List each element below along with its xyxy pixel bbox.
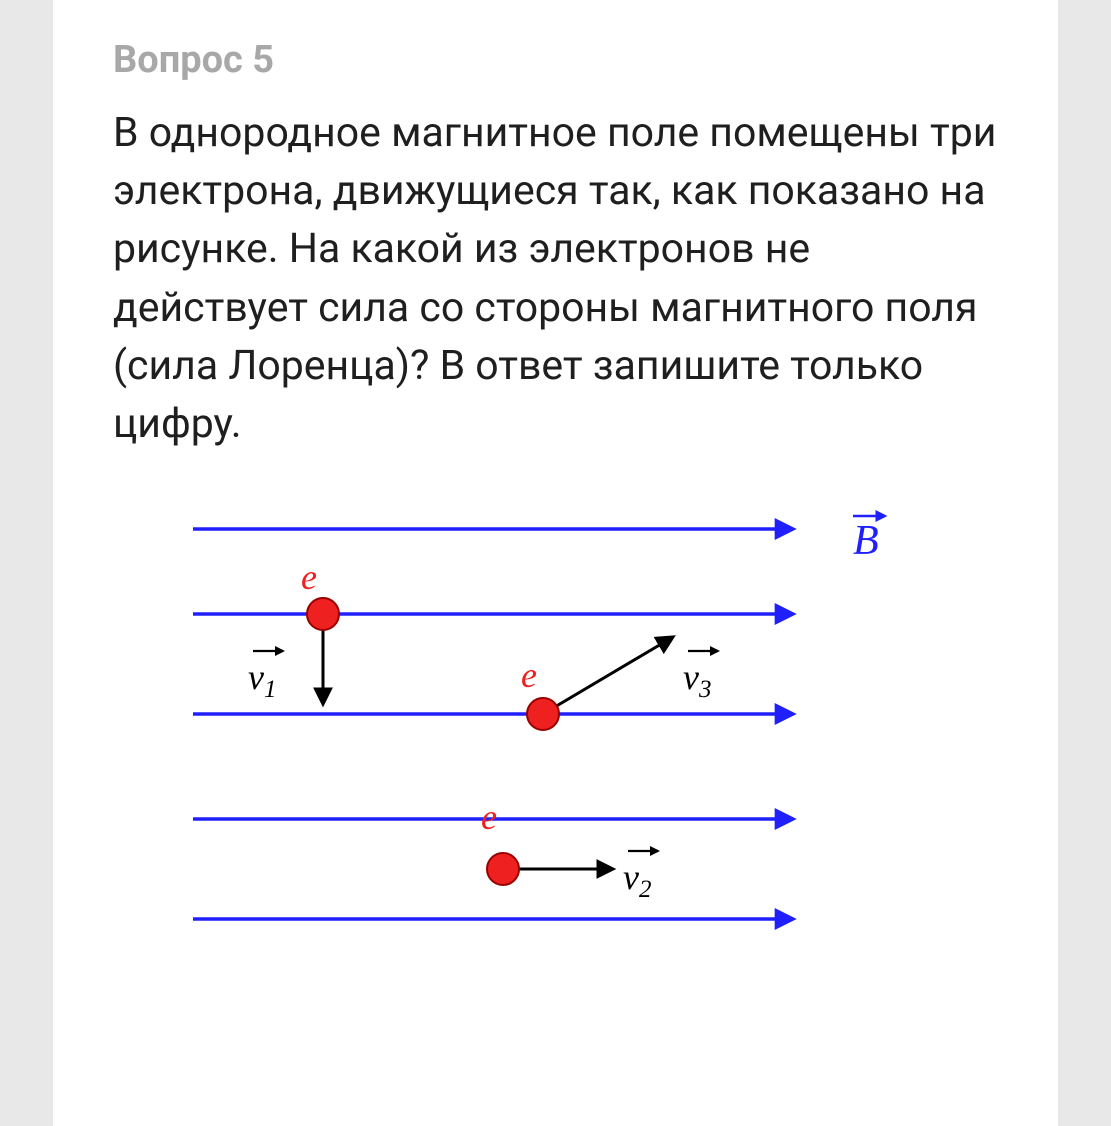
question-card: Вопрос 5 В однородное магнитное поле пом… bbox=[53, 0, 1058, 1126]
question-number: Вопрос 5 bbox=[113, 38, 998, 82]
velocity-label: v1 bbox=[248, 657, 276, 703]
electron-label: e bbox=[521, 655, 537, 695]
electron bbox=[527, 698, 559, 730]
velocity-label: v3 bbox=[683, 657, 711, 703]
electron bbox=[487, 853, 519, 885]
velocity-arrow bbox=[543, 637, 673, 714]
velocity-label: v2 bbox=[623, 857, 651, 903]
physics-diagram: Be v1 e v2 e v3 bbox=[133, 489, 973, 949]
electron bbox=[307, 598, 339, 630]
question-text: В однородное магнитное поле помещены три… bbox=[113, 104, 998, 453]
electron-label: e bbox=[301, 557, 317, 597]
b-label: B bbox=[853, 518, 879, 564]
electron-label: e bbox=[481, 797, 497, 837]
